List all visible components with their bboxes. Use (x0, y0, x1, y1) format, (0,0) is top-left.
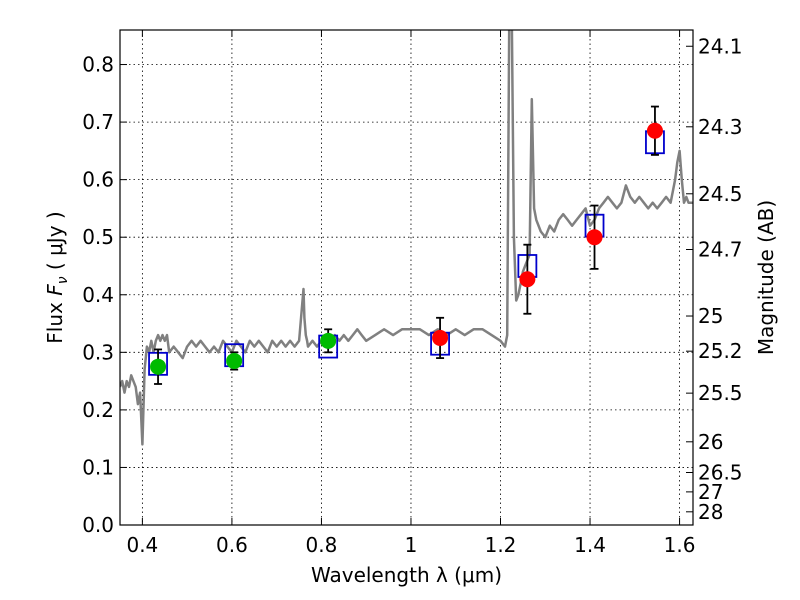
x-tick-label: 1.2 (485, 533, 517, 557)
y-tick-label: 0.7 (82, 110, 114, 134)
plot-frame (119, 29, 694, 526)
y-tick-label: 0.3 (82, 340, 114, 364)
photometry-point (432, 329, 449, 346)
x-tick-label: 1 (405, 533, 418, 557)
y-axis-label: Flux Fν ( μJy ) (43, 211, 71, 343)
y2-tick-label: 24.3 (698, 115, 743, 139)
y-tick-label: 0.6 (82, 168, 114, 192)
y2-tick-label: 25.5 (698, 381, 743, 405)
y2-tick-label: 24.7 (698, 238, 743, 262)
x-tick-label: 1.6 (664, 533, 696, 557)
y2-tick-label: 24.1 (698, 34, 743, 58)
y2-tick-label: 25.2 (698, 339, 743, 363)
x-tick-label: 0.4 (126, 533, 158, 557)
x-tick-label: 1.4 (574, 533, 606, 557)
y-tick-label: 0.2 (82, 398, 114, 422)
photometry-point (586, 229, 603, 246)
y2-tick-label: 28 (698, 500, 723, 524)
y2-tick-label: 27 (698, 480, 723, 504)
markers (148, 105, 665, 385)
x-tick-label: 0.6 (216, 533, 248, 557)
y-tick-label: 0.0 (82, 513, 114, 537)
photometry-point (150, 358, 167, 375)
y2-tick-label: 26.5 (698, 461, 743, 485)
y2-tick-label: 24.5 (698, 182, 743, 206)
y-tick-label: 0.8 (82, 53, 114, 77)
photometry-point (226, 352, 243, 369)
grid (120, 30, 693, 526)
photometry-point (320, 332, 337, 349)
y2-axis-label: Magnitude (AB) (754, 200, 778, 355)
y-tick-label: 0.1 (82, 455, 114, 479)
y2-tick-label: 25 (698, 304, 723, 328)
photometry-point (519, 271, 536, 288)
spectrum-polyline (120, 30, 693, 446)
x-tick-label: 0.8 (306, 533, 338, 557)
y-tick-label: 0.5 (82, 225, 114, 249)
spectrum-line (120, 30, 693, 446)
photometry-point (646, 122, 663, 139)
y2-tick-label: 26 (698, 430, 723, 454)
y-tick-label: 0.4 (82, 283, 114, 307)
axis-ticks: 0.4 0.6 0.8 1 1.2 1.4 1.6 0.0 0.1 0.2 0.3 0.4 0.5 0.6… (82, 30, 743, 557)
x-axis-label: Wavelength λ (μm) (311, 563, 502, 587)
